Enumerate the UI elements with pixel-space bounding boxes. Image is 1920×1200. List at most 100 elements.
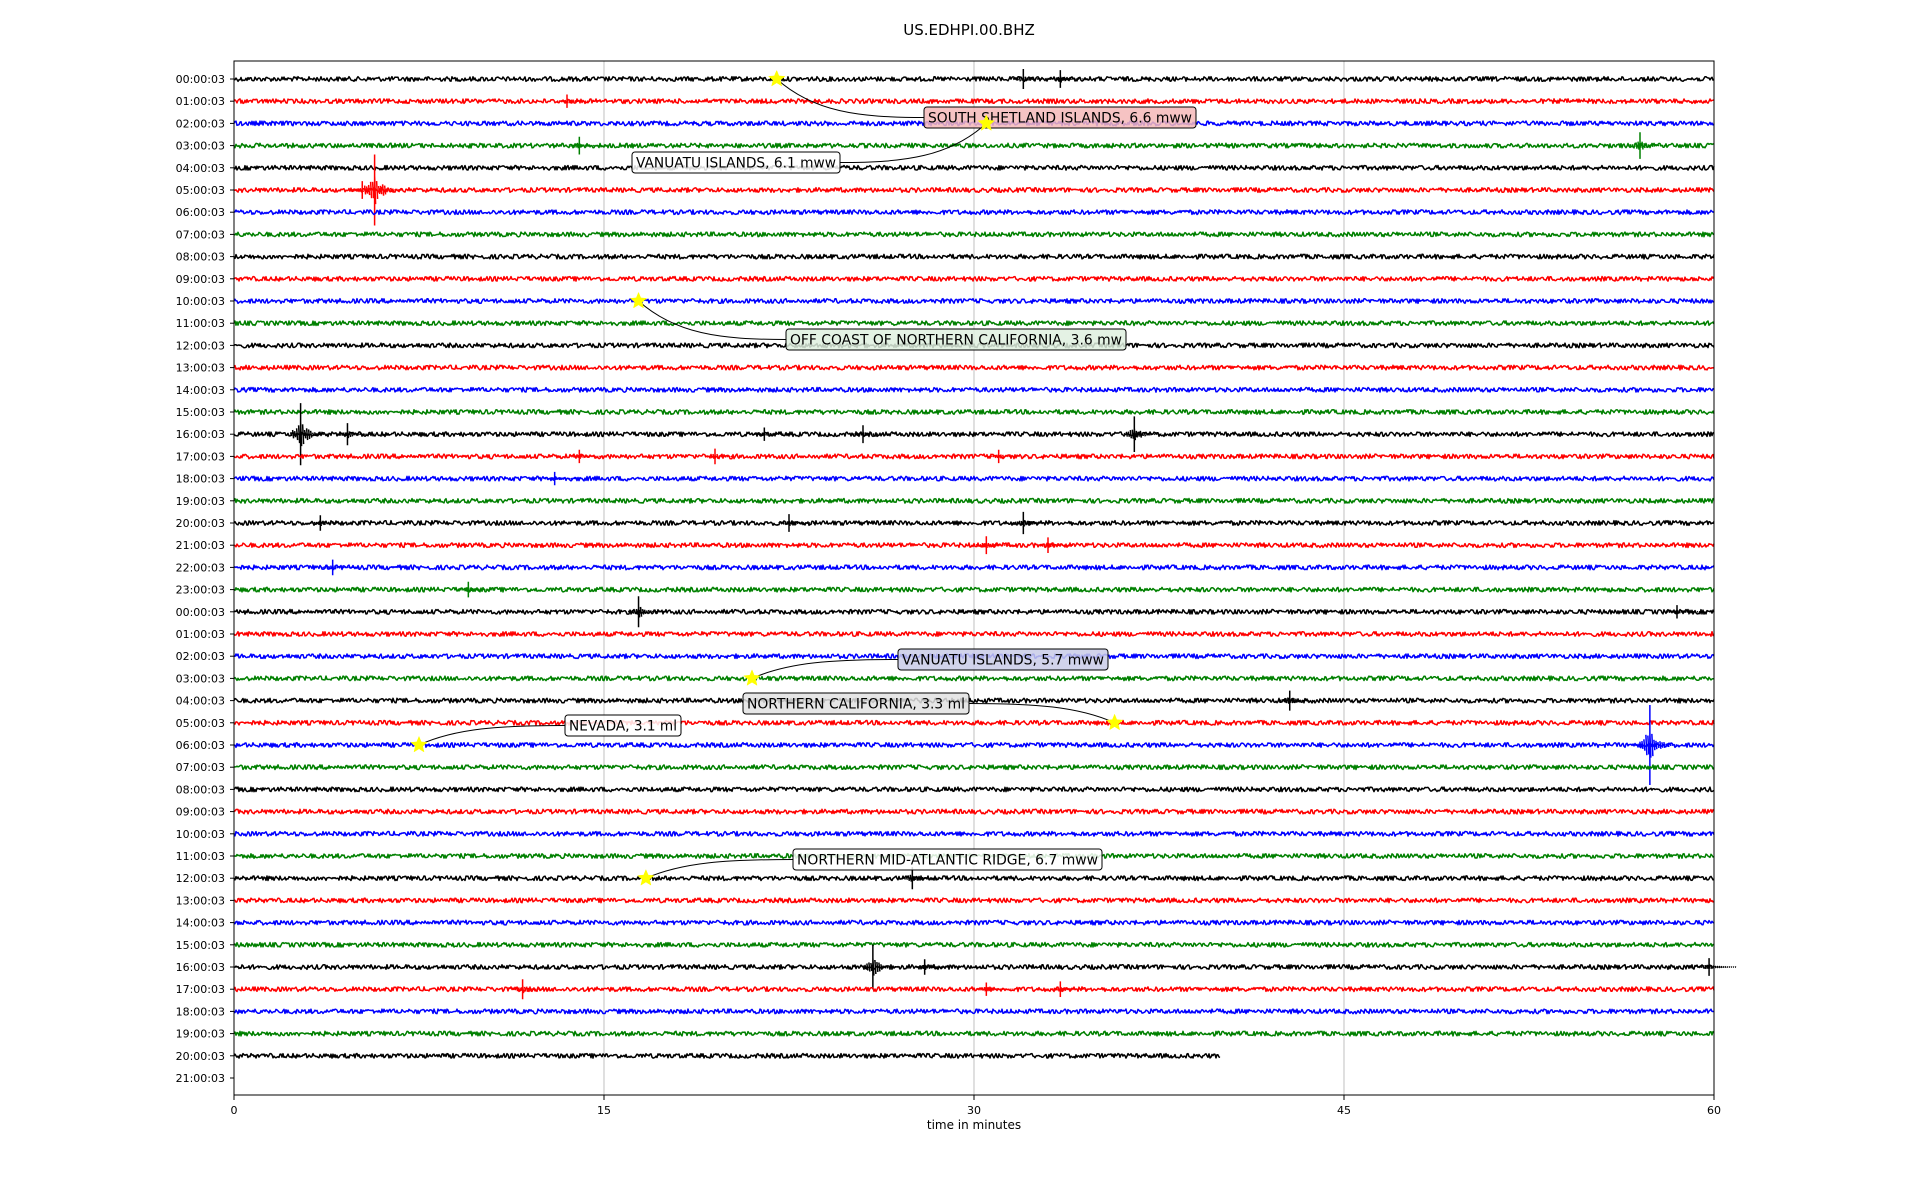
seismic-trace [233, 471, 1715, 486]
seismic-trace [233, 511, 1715, 535]
y-tick-label: 10:00:03 [176, 295, 225, 308]
y-tick-label: 21:00:03 [176, 539, 225, 552]
event-connector [839, 123, 987, 163]
seismic-trace [233, 231, 1715, 238]
event-label: OFF COAST OF NORTHERN CALIFORNIA, 3.6 mw [790, 333, 1122, 349]
seismic-trace [233, 364, 1715, 371]
y-tick-label: 13:00:03 [176, 894, 225, 907]
x-axis-ticks: 0 15 30 45 60 [231, 1095, 1721, 1117]
seismic-trace [233, 944, 1737, 990]
seismic-trace [233, 253, 1715, 260]
seismic-trace [233, 979, 1715, 1000]
y-tick-label: 19:00:03 [176, 1028, 225, 1041]
x-tick-label: 60 [1707, 1104, 1721, 1117]
event-star-marker [637, 869, 655, 886]
y-tick-label: 06:00:03 [176, 739, 225, 752]
y-tick-label: 17:00:03 [176, 450, 225, 463]
y-tick-label: 06:00:03 [176, 206, 225, 219]
seismic-trace [233, 209, 1715, 216]
trace-group [233, 69, 1737, 1059]
seismic-trace [233, 1008, 1715, 1015]
y-tick-label: 17:00:03 [176, 983, 225, 996]
x-tick-label: 0 [231, 1104, 238, 1117]
event-connector [418, 725, 566, 746]
y-tick-label: 20:00:03 [176, 517, 225, 530]
y-tick-label: 14:00:03 [176, 384, 225, 397]
seismic-trace [233, 675, 1714, 682]
seismic-trace [233, 94, 1715, 108]
y-tick-label: 11:00:03 [176, 850, 225, 863]
seismic-trace [233, 581, 1715, 598]
event-star-marker [629, 291, 648, 309]
event-label: NEVADA, 3.1 ml [569, 719, 677, 735]
y-tick-label: 04:00:03 [176, 162, 225, 175]
seismic-trace [233, 919, 1715, 926]
seismic-trace [233, 275, 1715, 282]
seismic-trace [233, 719, 1715, 726]
event-connector [645, 859, 794, 879]
y-tick-label: 01:00:03 [176, 95, 225, 108]
x-tick-label: 15 [597, 1104, 611, 1117]
y-tick-label: 11:00:03 [176, 317, 225, 330]
y-tick-label: 03:00:03 [176, 140, 225, 153]
seismic-trace [233, 164, 1715, 171]
seismic-trace [233, 786, 1715, 793]
seismic-trace [233, 705, 1715, 785]
seismic-trace [233, 690, 1715, 711]
seismic-trace [233, 596, 1715, 628]
event-star-marker [767, 69, 786, 87]
y-tick-label: 12:00:03 [176, 339, 225, 352]
plot-frame [233, 60, 1715, 1096]
seismic-trace [233, 830, 1715, 837]
seismic-trace [233, 1030, 1715, 1037]
seismic-trace [233, 154, 1715, 226]
y-tick-label: 16:00:03 [176, 961, 225, 974]
y-tick-label: 15:00:03 [176, 939, 225, 952]
seismic-trace [233, 132, 1715, 159]
x-axis-label: time in minutes [927, 1118, 1021, 1132]
event-label: SOUTH SHETLAND ISLANDS, 6.6 mww [928, 111, 1192, 127]
y-tick-label: 13:00:03 [176, 362, 225, 375]
seismic-trace [233, 941, 1715, 948]
event-star-marker [977, 114, 996, 131]
x-tick-label: 45 [1337, 1104, 1351, 1117]
seismic-trace [233, 297, 1715, 305]
y-tick-label: 05:00:03 [176, 184, 225, 197]
chart-title: US.EDHPI.00.BHZ [903, 21, 1035, 39]
seismic-trace [233, 408, 1715, 416]
event-label: NORTHERN MID-ATLANTIC RIDGE, 6.7 mww [797, 853, 1098, 869]
y-tick-label: 15:00:03 [176, 406, 225, 419]
y-tick-label: 10:00:03 [176, 828, 225, 841]
y-tick-label: 07:00:03 [176, 228, 225, 241]
y-tick-label: 08:00:03 [176, 251, 225, 264]
y-tick-label: 14:00:03 [176, 917, 225, 930]
seismic-trace [233, 630, 1715, 638]
seismic-trace [233, 559, 1715, 576]
event-label: NORTHERN CALIFORNIA, 3.3 ml [747, 697, 965, 713]
seismic-trace [233, 448, 1715, 465]
seismic-trace [233, 386, 1715, 393]
seismic-trace [233, 764, 1715, 771]
y-tick-label: 23:00:03 [176, 584, 225, 597]
y-tick-label: 22:00:03 [176, 561, 225, 574]
y-tick-label: 08:00:03 [176, 783, 225, 796]
seismic-trace [233, 897, 1715, 904]
event-label: VANUATU ISLANDS, 6.1 mww [636, 156, 836, 172]
y-tick-label: 09:00:03 [176, 806, 225, 819]
y-tick-label: 20:00:03 [176, 1050, 225, 1063]
event-star-marker [410, 735, 428, 753]
y-tick-label: 01:00:03 [176, 628, 225, 641]
y-tick-label: 05:00:03 [176, 717, 225, 730]
event-label-box [564, 714, 682, 737]
seismic-trace [233, 536, 1715, 555]
y-tick-label: 18:00:03 [176, 1005, 225, 1018]
event-label-box [785, 328, 1127, 351]
event-label-box [792, 848, 1103, 871]
y-tick-label: 19:00:03 [176, 495, 225, 508]
y-tick-label: 03:00:03 [176, 672, 225, 685]
y-tick-label: 18:00:03 [176, 473, 225, 486]
seismic-trace [233, 69, 1715, 89]
y-tick-label: 16:00:03 [176, 428, 225, 441]
event-connector [968, 703, 1115, 724]
